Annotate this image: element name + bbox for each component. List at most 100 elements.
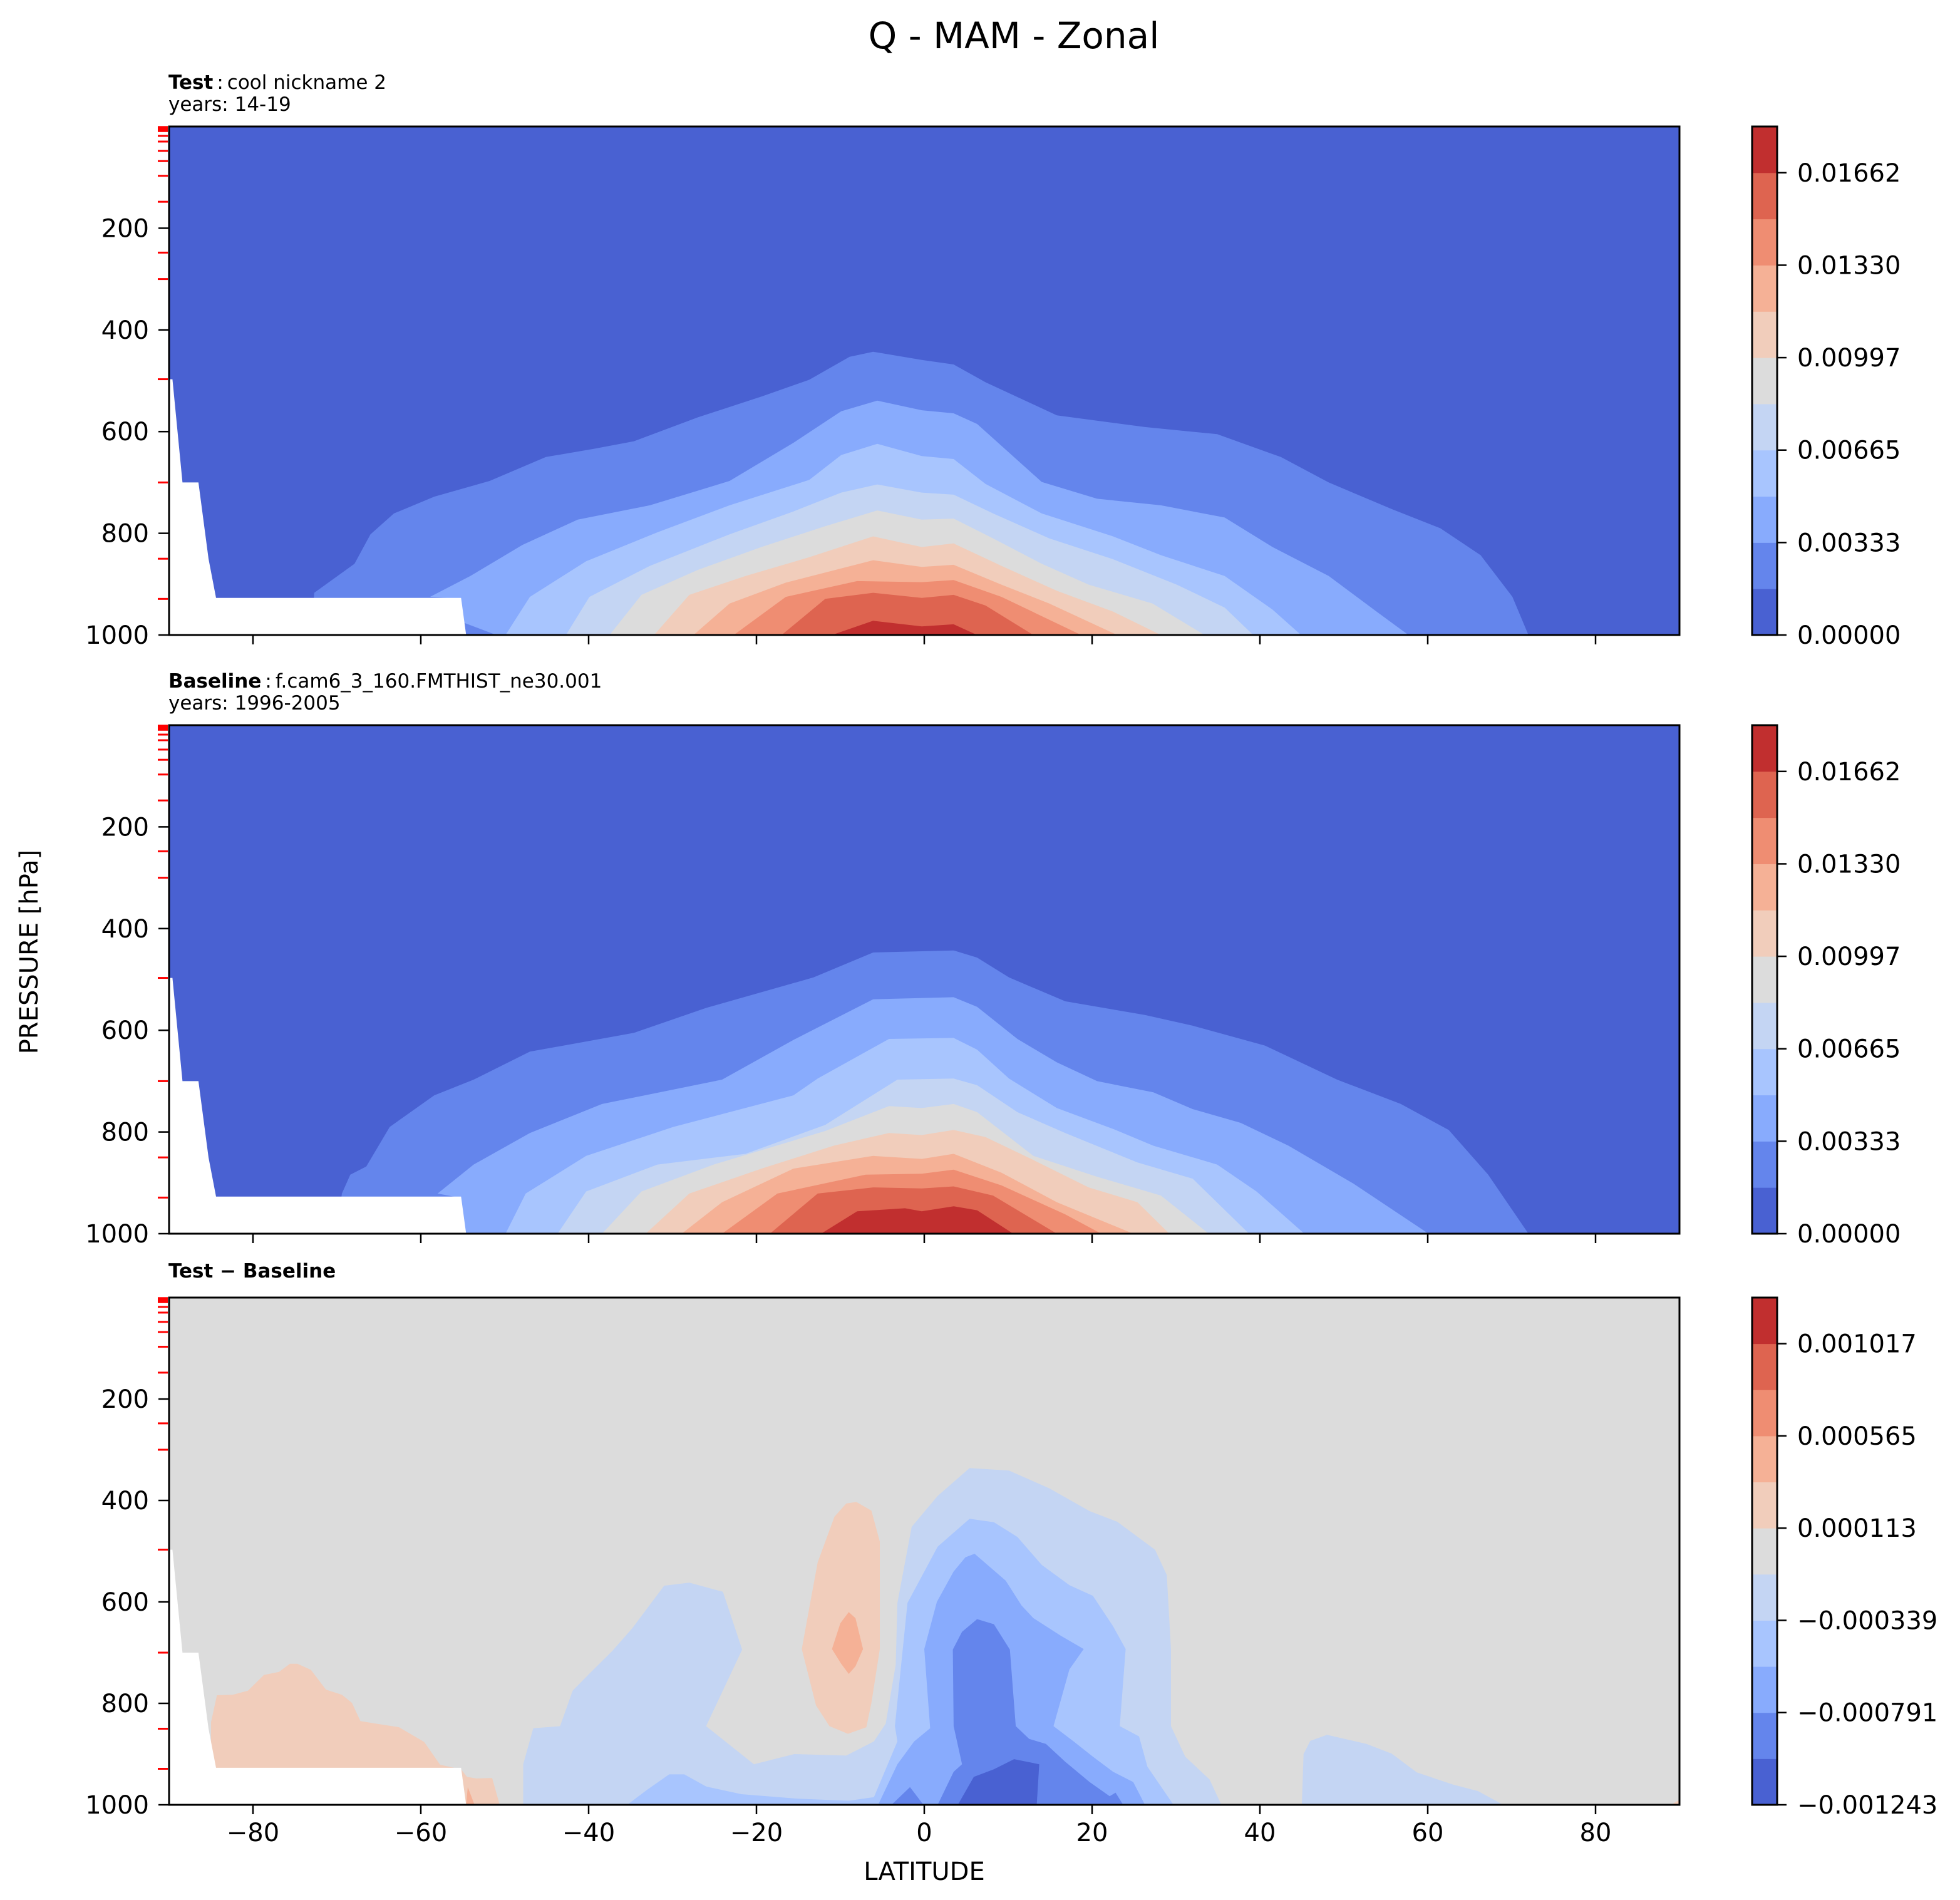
colorbar-band xyxy=(1752,403,1777,451)
colorbar-band xyxy=(1752,172,1777,220)
panel-title-label: Baseline xyxy=(168,670,261,693)
y-tick-label: 800 xyxy=(101,1690,149,1718)
colorbar-band xyxy=(1752,956,1777,1003)
colorbar-tick-label: 0.00333 xyxy=(1797,1127,1901,1156)
contour-region-level-0 xyxy=(957,1759,1039,1805)
colorbar-tick-label: −0.001243 xyxy=(1797,1791,1937,1820)
panel-title: Baseline: f.cam6_3_160.FMTHIST_ne30.001 xyxy=(168,670,602,693)
colorbar-band xyxy=(1752,1574,1777,1621)
colorbar-tick-label: −0.000339 xyxy=(1797,1606,1937,1635)
y-tick-label: 600 xyxy=(101,1016,149,1045)
y-tick-label: 1000 xyxy=(85,621,149,650)
panel-title-case-name: f.cam6_3_160.FMTHIST_ne30.001 xyxy=(276,670,602,693)
contour-region-level-1 xyxy=(937,1619,1123,1805)
panel-title: Test − Baseline xyxy=(168,1260,336,1283)
contour-plot xyxy=(169,1298,1679,1805)
colorbar-band xyxy=(1752,817,1777,864)
colorbar-band xyxy=(1752,1095,1777,1142)
figure-title: Q - MAM - Zonal xyxy=(869,14,1160,57)
colorbar-band xyxy=(1752,1712,1777,1759)
x-tick-label: −60 xyxy=(395,1819,447,1847)
x-tick-label: 40 xyxy=(1244,1819,1276,1847)
colorbar-band xyxy=(1752,496,1777,543)
colorbar-band xyxy=(1752,1758,1777,1805)
y-tick-label: 200 xyxy=(101,1385,149,1414)
colorbar-band xyxy=(1752,1343,1777,1390)
contour-region-level-10 xyxy=(821,1206,1013,1234)
y-tick-label: 200 xyxy=(101,214,149,243)
x-tick-label: −20 xyxy=(730,1819,783,1847)
panel-baseline: Baseline: f.cam6_3_160.FMTHIST_ne30.001ye… xyxy=(85,670,1901,1249)
colorbar-band xyxy=(1752,1620,1777,1667)
colorbar-tick-label: 0.01662 xyxy=(1797,758,1901,787)
colorbar-band xyxy=(1752,1528,1777,1575)
y-tick-label: 1000 xyxy=(85,1791,149,1820)
colorbar-frame xyxy=(1751,125,1778,636)
colorbar-band xyxy=(1752,864,1777,911)
y-tick-label: 400 xyxy=(101,316,149,345)
colorbar-band xyxy=(1752,725,1777,772)
missing-data-region xyxy=(169,978,467,1234)
colorbar-band xyxy=(1752,265,1777,312)
colorbar-band xyxy=(1752,126,1777,173)
panel-title-label: Test xyxy=(168,71,214,94)
colorbar-band xyxy=(1752,358,1777,405)
y-tick-label: 600 xyxy=(101,1588,149,1617)
colorbar-band xyxy=(1752,771,1777,818)
contour-region-level-7 xyxy=(832,1612,864,1674)
panel-title-case-name: cool nickname 2 xyxy=(227,71,386,94)
x-tick-label: 60 xyxy=(1412,1819,1444,1847)
colorbar: −0.001243 −0.000791 −0.000339 0.000113 0.000… xyxy=(1751,1296,1937,1820)
y-tick-label: 800 xyxy=(101,1118,149,1147)
colorbar-band xyxy=(1752,311,1777,358)
colorbar-band xyxy=(1752,589,1777,636)
contour-region-level-7 xyxy=(466,1787,475,1805)
panel-title: Test: cool nickname 2 xyxy=(168,71,386,94)
colorbar-tick-label: 0.00665 xyxy=(1797,436,1901,465)
colorbar-band xyxy=(1752,1482,1777,1529)
y-tick-label: 400 xyxy=(101,1487,149,1515)
colorbar-tick-label: 0.01330 xyxy=(1797,850,1901,879)
contour-plot xyxy=(169,126,1679,635)
colorbar-band xyxy=(1752,1187,1777,1234)
x-tick-label: −40 xyxy=(562,1819,615,1847)
colorbar-tick-label: 0.01662 xyxy=(1797,159,1901,188)
y-tick-label: 400 xyxy=(101,915,149,944)
colorbar-tick-label: 0.000565 xyxy=(1797,1422,1917,1451)
colorbar-tick-label: 0.01330 xyxy=(1797,251,1901,280)
panel-title-label: Test − Baseline xyxy=(168,1260,336,1283)
panel-years: years: 14-19 xyxy=(168,93,291,116)
contour-region-level-9 xyxy=(781,592,1034,635)
y-tick-label: 1000 xyxy=(85,1220,149,1249)
panel-title-separator: : xyxy=(265,670,271,693)
x-axis-label: LATITUDE xyxy=(864,1857,984,1886)
colorbar-band xyxy=(1752,1298,1777,1345)
colorbar-band xyxy=(1752,1435,1777,1483)
colorbar-tick-label: 0.00333 xyxy=(1797,529,1901,557)
y-tick-label: 200 xyxy=(101,813,149,842)
contour-region-level-10 xyxy=(832,621,977,635)
x-tick-label: 80 xyxy=(1580,1819,1612,1847)
colorbar-band xyxy=(1752,1390,1777,1437)
colorbar-tick-label: 0.00665 xyxy=(1797,1035,1901,1064)
x-tick-label: −80 xyxy=(227,1819,279,1847)
panel-years: years: 1996-2005 xyxy=(168,692,341,715)
colorbar-band xyxy=(1752,542,1777,589)
colorbar-frame xyxy=(1751,724,1778,1235)
colorbar-tick-label: 0.000113 xyxy=(1797,1514,1917,1543)
colorbar-frame xyxy=(1751,1296,1778,1806)
contour-plot xyxy=(169,725,1679,1234)
missing-data-region xyxy=(169,379,467,635)
contour-region-level-4 xyxy=(1302,1735,1504,1805)
colorbar: 0.00000 0.00333 0.00665 0.00997 0.01330 0.016… xyxy=(1751,724,1901,1249)
colorbar-tick-label: 0.00000 xyxy=(1797,621,1901,650)
y-axis-label: PRESSURE [hPa] xyxy=(15,850,44,1054)
x-tick-label: 0 xyxy=(916,1819,932,1847)
y-tick-label: 600 xyxy=(101,418,149,447)
colorbar-tick-label: 0.00997 xyxy=(1797,344,1901,373)
colorbar-band xyxy=(1752,910,1777,957)
